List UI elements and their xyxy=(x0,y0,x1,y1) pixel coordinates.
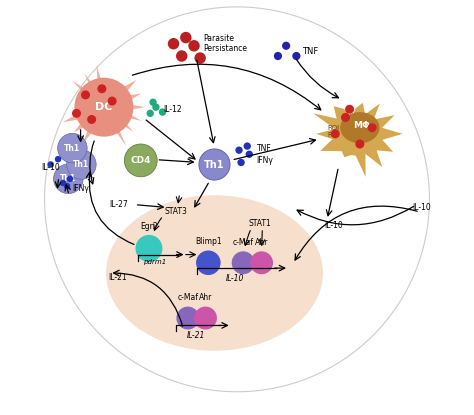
Text: Ahr: Ahr xyxy=(199,293,212,303)
Text: IL-10: IL-10 xyxy=(41,163,60,172)
Text: IL-10: IL-10 xyxy=(324,222,343,230)
Circle shape xyxy=(331,129,340,138)
Text: Th1: Th1 xyxy=(60,174,76,183)
Circle shape xyxy=(67,150,96,179)
Text: IL-10: IL-10 xyxy=(412,203,430,212)
Text: c-Maf: c-Maf xyxy=(177,293,198,303)
Circle shape xyxy=(97,84,106,93)
Text: pdrm1: pdrm1 xyxy=(144,259,167,266)
Circle shape xyxy=(237,159,245,166)
Circle shape xyxy=(244,142,251,150)
Circle shape xyxy=(368,123,377,132)
Text: STAT1: STAT1 xyxy=(248,220,271,228)
Circle shape xyxy=(282,42,290,50)
Circle shape xyxy=(194,52,206,64)
Circle shape xyxy=(87,115,96,124)
Circle shape xyxy=(54,164,83,193)
Circle shape xyxy=(81,90,90,100)
Circle shape xyxy=(67,176,73,182)
Circle shape xyxy=(188,40,200,51)
Ellipse shape xyxy=(340,112,380,143)
Text: DC: DC xyxy=(95,102,113,112)
Circle shape xyxy=(341,113,350,122)
Circle shape xyxy=(246,151,253,158)
Circle shape xyxy=(152,103,160,111)
Text: IL-21: IL-21 xyxy=(187,331,205,340)
Text: Th1: Th1 xyxy=(204,159,225,169)
Circle shape xyxy=(236,146,243,154)
Circle shape xyxy=(124,144,157,177)
Text: STAT3: STAT3 xyxy=(164,207,187,216)
Circle shape xyxy=(74,78,133,137)
Circle shape xyxy=(250,251,273,274)
Text: IL-21: IL-21 xyxy=(108,273,127,282)
Ellipse shape xyxy=(106,195,323,351)
Text: Egr2: Egr2 xyxy=(140,222,158,231)
Circle shape xyxy=(356,139,365,149)
Text: Ahr: Ahr xyxy=(255,238,268,247)
Circle shape xyxy=(58,133,87,163)
Circle shape xyxy=(60,180,66,186)
Text: Th1: Th1 xyxy=(64,144,81,153)
Circle shape xyxy=(196,251,220,275)
Circle shape xyxy=(136,235,163,262)
Polygon shape xyxy=(63,65,145,146)
Text: IL-27: IL-27 xyxy=(109,200,128,209)
Circle shape xyxy=(72,109,81,118)
Text: IL-12: IL-12 xyxy=(164,105,182,114)
Circle shape xyxy=(176,307,200,330)
Circle shape xyxy=(64,183,70,190)
Circle shape xyxy=(292,52,301,60)
Circle shape xyxy=(168,38,179,49)
Circle shape xyxy=(159,108,166,116)
Text: Th1: Th1 xyxy=(73,160,90,169)
Circle shape xyxy=(194,307,217,330)
Text: ROI
RNI: ROI RNI xyxy=(327,125,339,138)
Circle shape xyxy=(345,105,354,114)
Circle shape xyxy=(176,50,187,62)
Circle shape xyxy=(199,149,230,180)
Text: c-Maf: c-Maf xyxy=(233,238,254,247)
Circle shape xyxy=(146,110,154,117)
Text: Blimp1: Blimp1 xyxy=(195,237,222,247)
Text: Parasite
Persistance: Parasite Persistance xyxy=(203,34,247,54)
Circle shape xyxy=(108,97,117,105)
Circle shape xyxy=(47,161,54,168)
Text: IFNγ: IFNγ xyxy=(73,184,89,193)
Text: CD4: CD4 xyxy=(130,156,151,165)
Text: TNF: TNF xyxy=(256,144,272,154)
Circle shape xyxy=(55,156,61,162)
Text: IL-10: IL-10 xyxy=(226,274,244,283)
Circle shape xyxy=(180,32,191,43)
Circle shape xyxy=(274,52,282,60)
Text: IFNγ: IFNγ xyxy=(256,156,273,165)
Polygon shape xyxy=(313,103,402,177)
Circle shape xyxy=(232,251,255,274)
Text: TNF: TNF xyxy=(301,46,318,56)
Text: MΦ: MΦ xyxy=(354,121,370,130)
Circle shape xyxy=(149,99,157,106)
